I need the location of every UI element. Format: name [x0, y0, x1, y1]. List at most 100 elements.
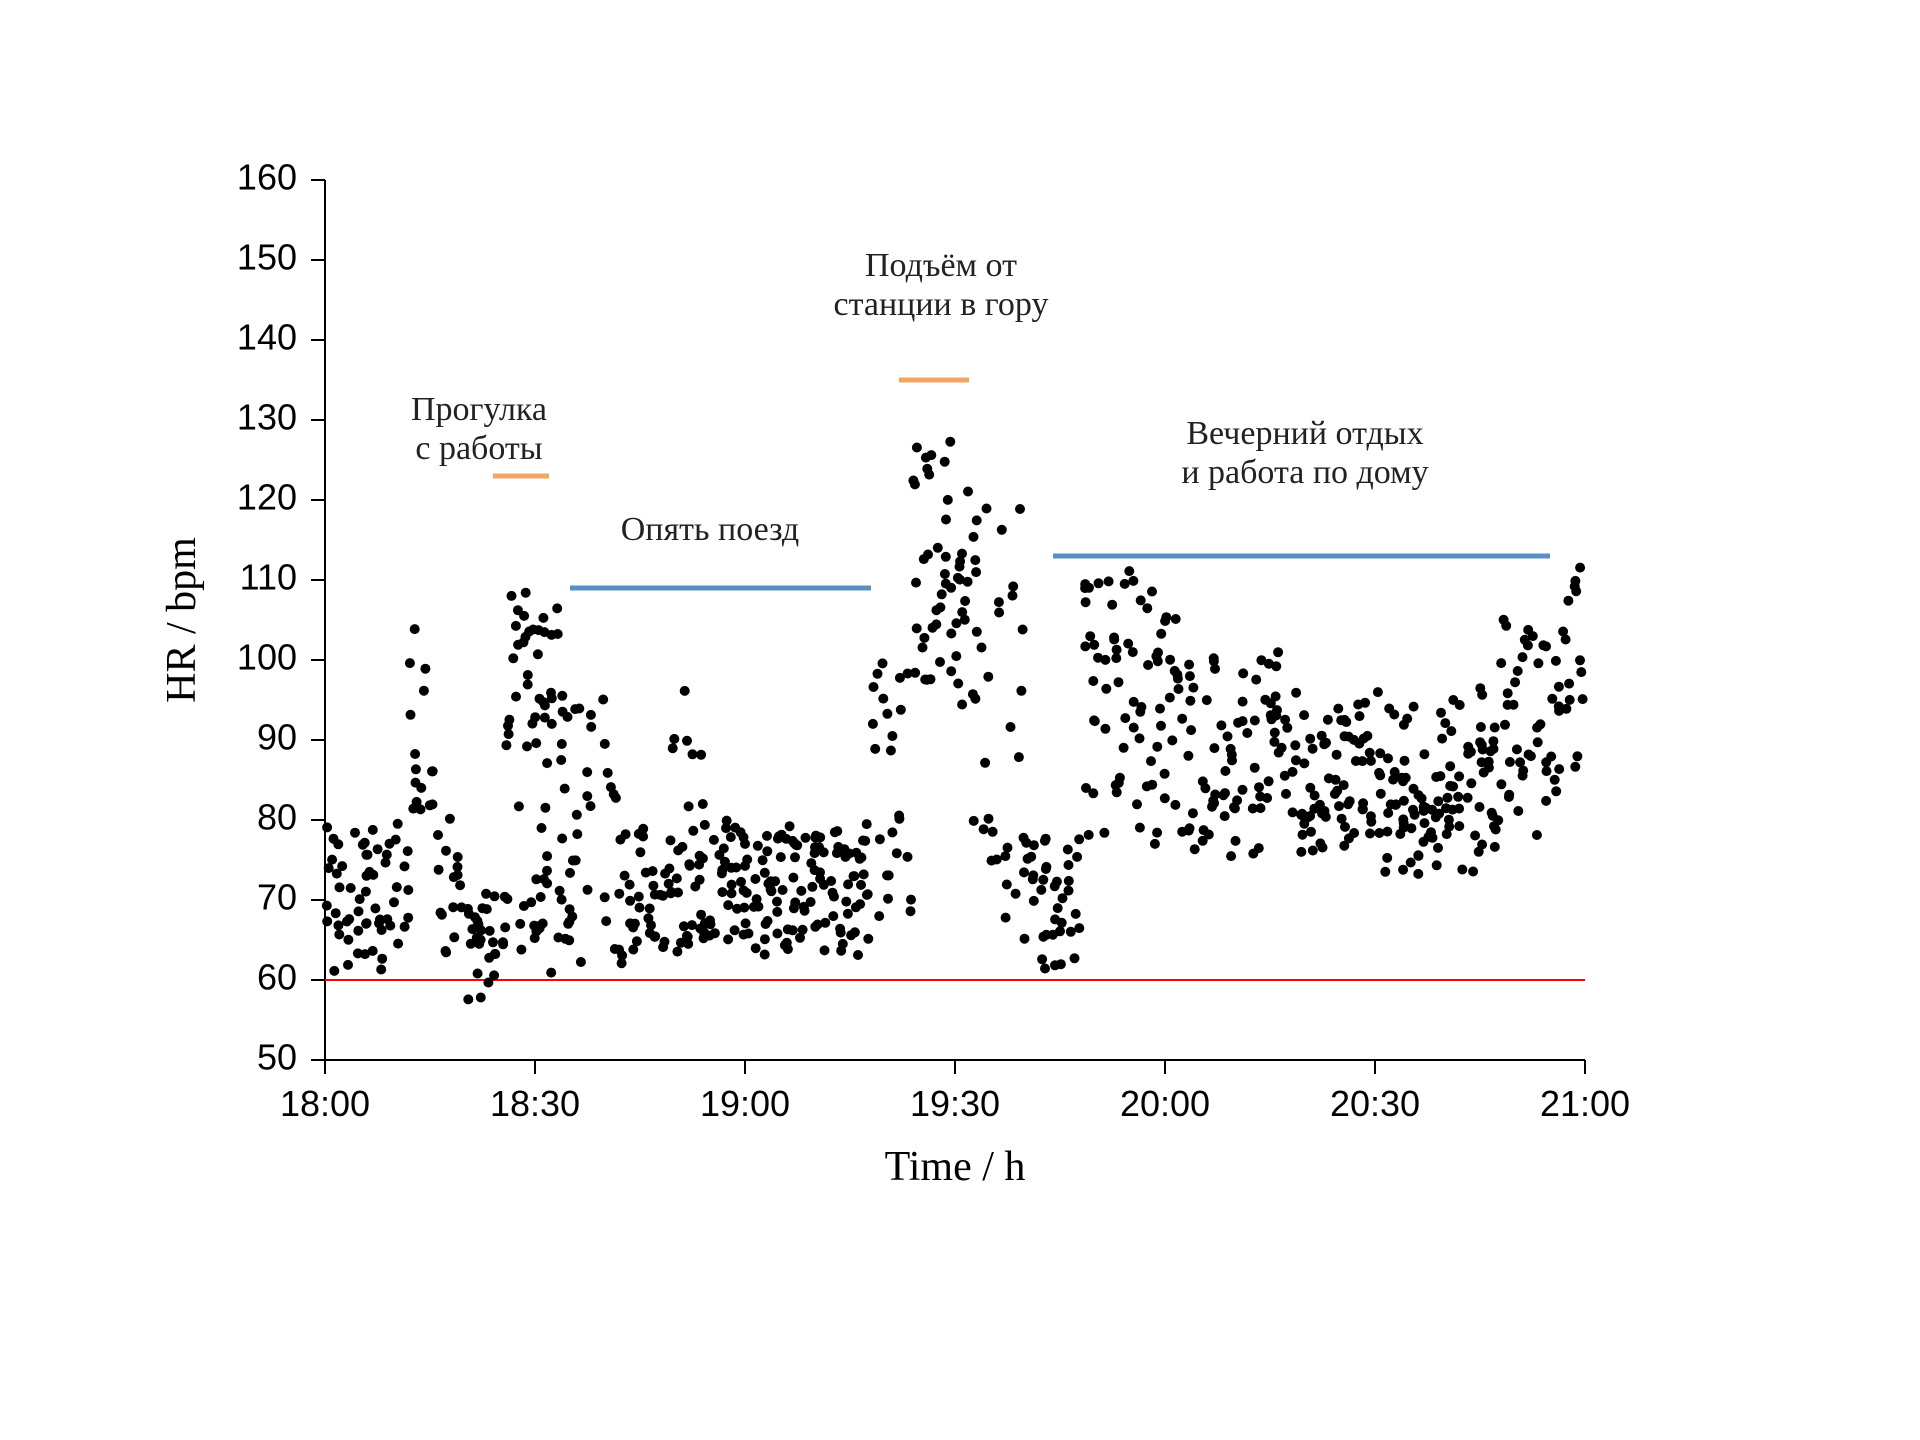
data-point	[1041, 862, 1051, 872]
data-point	[1288, 767, 1298, 777]
data-point	[472, 916, 482, 926]
data-point	[971, 567, 981, 577]
data-point	[1532, 830, 1542, 840]
data-point	[806, 858, 816, 868]
data-point	[1277, 743, 1287, 753]
data-point	[1420, 818, 1430, 828]
data-point	[919, 633, 929, 643]
data-point	[806, 897, 816, 907]
data-point	[1223, 731, 1233, 741]
data-point	[445, 814, 455, 824]
data-point	[1409, 702, 1419, 712]
data-point	[1056, 959, 1066, 969]
data-point	[924, 470, 934, 480]
data-point	[1355, 711, 1365, 721]
data-point	[1238, 785, 1248, 795]
data-point	[801, 833, 811, 843]
data-point	[560, 934, 570, 944]
data-point	[572, 829, 582, 839]
data-point	[455, 880, 465, 890]
data-point	[1028, 870, 1038, 880]
data-point	[684, 801, 694, 811]
data-point	[557, 739, 567, 749]
data-point	[1500, 720, 1510, 730]
data-point	[664, 864, 674, 874]
data-point	[1470, 831, 1480, 841]
data-point	[696, 750, 706, 760]
data-point	[843, 909, 853, 919]
data-point	[538, 919, 548, 929]
data-point	[1262, 793, 1272, 803]
data-point	[1186, 725, 1196, 735]
data-point	[558, 707, 568, 717]
data-point	[1271, 691, 1281, 701]
data-point	[722, 816, 732, 826]
data-point	[1167, 735, 1177, 745]
data-point	[1160, 769, 1170, 779]
data-point	[331, 908, 341, 918]
data-point	[523, 680, 533, 690]
y-tick-label: 150	[237, 237, 297, 278]
y-tick-label: 120	[237, 477, 297, 518]
data-point	[752, 894, 762, 904]
data-point	[362, 918, 372, 928]
data-point	[519, 637, 529, 647]
data-point	[741, 918, 751, 928]
data-point	[717, 887, 727, 897]
data-point	[1120, 713, 1130, 723]
data-point	[1319, 739, 1329, 749]
data-point	[908, 476, 918, 486]
data-point	[1334, 801, 1344, 811]
data-point	[705, 915, 715, 925]
data-point	[918, 643, 928, 653]
data-point	[1406, 858, 1416, 868]
data-point	[1373, 687, 1383, 697]
data-point	[1475, 802, 1485, 812]
data-point	[751, 943, 761, 953]
data-point	[957, 700, 967, 710]
data-point	[1109, 633, 1119, 643]
data-point	[1041, 834, 1051, 844]
data-point	[576, 957, 586, 967]
data-point	[329, 966, 339, 976]
data-point	[1165, 655, 1175, 665]
data-point	[1524, 750, 1534, 760]
data-point	[449, 932, 459, 942]
data-point	[970, 555, 980, 565]
data-point	[500, 892, 510, 902]
data-point	[324, 863, 334, 873]
data-point	[658, 942, 668, 952]
data-point	[1270, 728, 1280, 738]
data-point	[828, 911, 838, 921]
data-point	[583, 885, 593, 895]
data-point	[972, 515, 982, 525]
data-point	[1071, 909, 1081, 919]
data-point	[542, 851, 552, 861]
data-point	[542, 866, 552, 876]
data-point	[552, 603, 562, 613]
data-point	[526, 897, 536, 907]
data-point	[411, 764, 421, 774]
data-point	[984, 814, 994, 824]
data-point	[582, 767, 592, 777]
data-point	[1238, 716, 1248, 726]
data-point	[953, 573, 963, 583]
data-point	[723, 900, 733, 910]
data-point	[1320, 806, 1330, 816]
data-point	[726, 832, 736, 842]
data-point	[820, 945, 830, 955]
data-point	[863, 934, 873, 944]
data-point	[1433, 796, 1443, 806]
data-point	[772, 907, 782, 917]
data-point	[1532, 723, 1542, 733]
data-point	[428, 799, 438, 809]
data-point	[828, 888, 838, 898]
data-point	[911, 578, 921, 588]
data-point	[945, 437, 955, 447]
data-point	[1477, 740, 1487, 750]
data-point	[634, 892, 644, 902]
data-point	[1323, 715, 1333, 725]
data-point	[727, 880, 737, 890]
data-point	[1366, 811, 1376, 821]
data-point	[1455, 700, 1465, 710]
